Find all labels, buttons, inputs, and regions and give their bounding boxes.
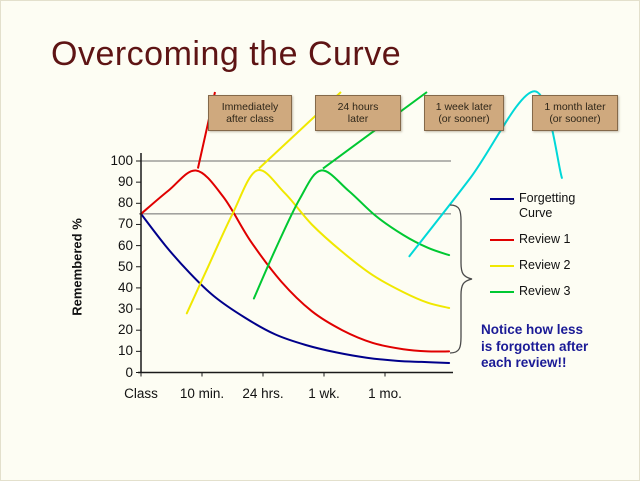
legend: Forgetting Curve Review 1 Review 2 Revie… (490, 191, 606, 310)
legend-label: Review 2 (519, 258, 571, 272)
callout-1-month-later: 1 month later (or sooner) (532, 95, 618, 131)
callout-24-hours-later: 24 hours later (315, 95, 401, 131)
annotation-note: Notice how less is forgotten after each … (481, 322, 589, 370)
legend-swatch-review-2 (490, 265, 514, 267)
y-tick-label: 80 (117, 195, 133, 211)
curve-forgetting-curve (140, 212, 451, 364)
legend-item-review-3: Review 3 (490, 284, 606, 299)
y-tick-label: 40 (117, 279, 133, 295)
curve-review-3 (252, 169, 451, 300)
legend-item-forgetting-curve: Forgetting Curve (490, 191, 606, 221)
x-axis-label: 24 hrs. (242, 386, 284, 401)
x-axis-label: 10 min. (179, 386, 225, 401)
legend-item-review-1: Review 1 (490, 232, 606, 247)
x-axis-label: Class (124, 386, 158, 401)
curve-review-1 (140, 169, 451, 353)
legend-label: Review 1 (519, 232, 571, 246)
page-title: Overcoming the Curve (51, 35, 402, 73)
legend-swatch-review-1 (490, 239, 514, 241)
y-tick-label: 50 (117, 258, 133, 274)
x-axis-label: 1 wk. (308, 386, 340, 401)
curve-review-2 (185, 169, 451, 315)
legend-swatch-forgetting-curve (490, 198, 514, 200)
y-tick-label: 30 (117, 301, 133, 317)
y-tick-label: 70 (117, 216, 133, 232)
y-tick-label: 0 (125, 364, 133, 380)
legend-item-review-2: Review 2 (490, 258, 606, 273)
y-tick-label: 10 (117, 343, 133, 359)
y-tick-label: 90 (117, 174, 133, 190)
legend-label: Review 3 (519, 284, 571, 298)
y-tick-label: 100 (110, 153, 133, 168)
x-axis-label: 1 mo. (368, 386, 402, 401)
y-axis-title: Remembered % (69, 218, 85, 316)
y-tick-label: 60 (117, 237, 133, 253)
legend-swatch-review-3 (490, 291, 514, 293)
legend-label: Forgetting Curve (519, 191, 576, 220)
callout-immediately-after-class: Immediately after class (208, 95, 292, 131)
y-tick-label: 20 (117, 322, 133, 338)
callout-1-week-later: 1 week later (or sooner) (424, 95, 504, 131)
